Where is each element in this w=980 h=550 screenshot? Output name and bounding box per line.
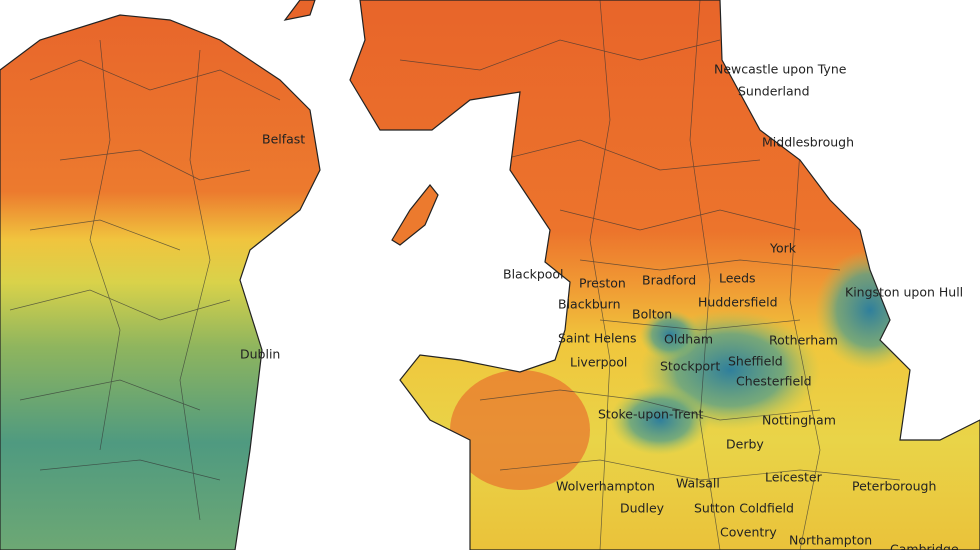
place-label: Walsall	[676, 476, 720, 491]
place-label: Saint Helens	[558, 331, 637, 346]
region	[450, 370, 590, 490]
place-label: Sheffield	[728, 354, 783, 369]
boundaries	[9, 39, 281, 521]
island	[283, 0, 316, 21]
place-label: Blackburn	[558, 297, 621, 312]
place-label: Chesterfield	[736, 374, 812, 389]
place-label: Cambridge	[890, 542, 959, 550]
place-label: Nottingham	[762, 413, 836, 428]
place-label: Sunderland	[738, 84, 810, 99]
place-label: Wolverhampton	[556, 479, 655, 494]
place-label: Leeds	[719, 271, 756, 286]
place-label: Huddersfield	[698, 295, 778, 310]
place-label: Dudley	[620, 501, 665, 516]
ireland	[0, 14, 321, 550]
boundaries	[399, 0, 901, 550]
region	[640, 310, 700, 360]
place-label: Middlesbrough	[762, 135, 854, 150]
place-label: Bolton	[632, 307, 672, 322]
place-label: Leicester	[765, 470, 823, 485]
place-label: Preston	[579, 276, 626, 291]
place-label: Bradford	[642, 273, 696, 288]
place-label: Liverpool	[570, 355, 627, 370]
place-label: Coventry	[720, 525, 777, 540]
place-label: Sutton Coldfield	[694, 501, 794, 516]
region	[610, 385, 710, 455]
place-label: Northampton	[789, 533, 872, 548]
place-label: Peterborough	[852, 479, 936, 494]
place-label: Stockport	[660, 359, 720, 374]
place-label: Derby	[726, 437, 764, 452]
isle-of-man	[391, 184, 439, 246]
place-label: York	[769, 241, 797, 256]
place-label: Oldham	[664, 332, 713, 347]
place-label: Blackpool	[503, 267, 564, 282]
place-labels: Newcastle upon Tyne Sunderland Middlesbrou…	[240, 62, 963, 550]
place-label: Dublin	[240, 347, 280, 362]
place-label: Stoke-upon-Trent	[598, 407, 704, 422]
place-label: Kingston upon Hull	[845, 285, 963, 300]
place-label: Newcastle upon Tyne	[714, 62, 847, 77]
place-label: Rotherham	[769, 333, 838, 348]
place-label: Belfast	[262, 132, 305, 147]
